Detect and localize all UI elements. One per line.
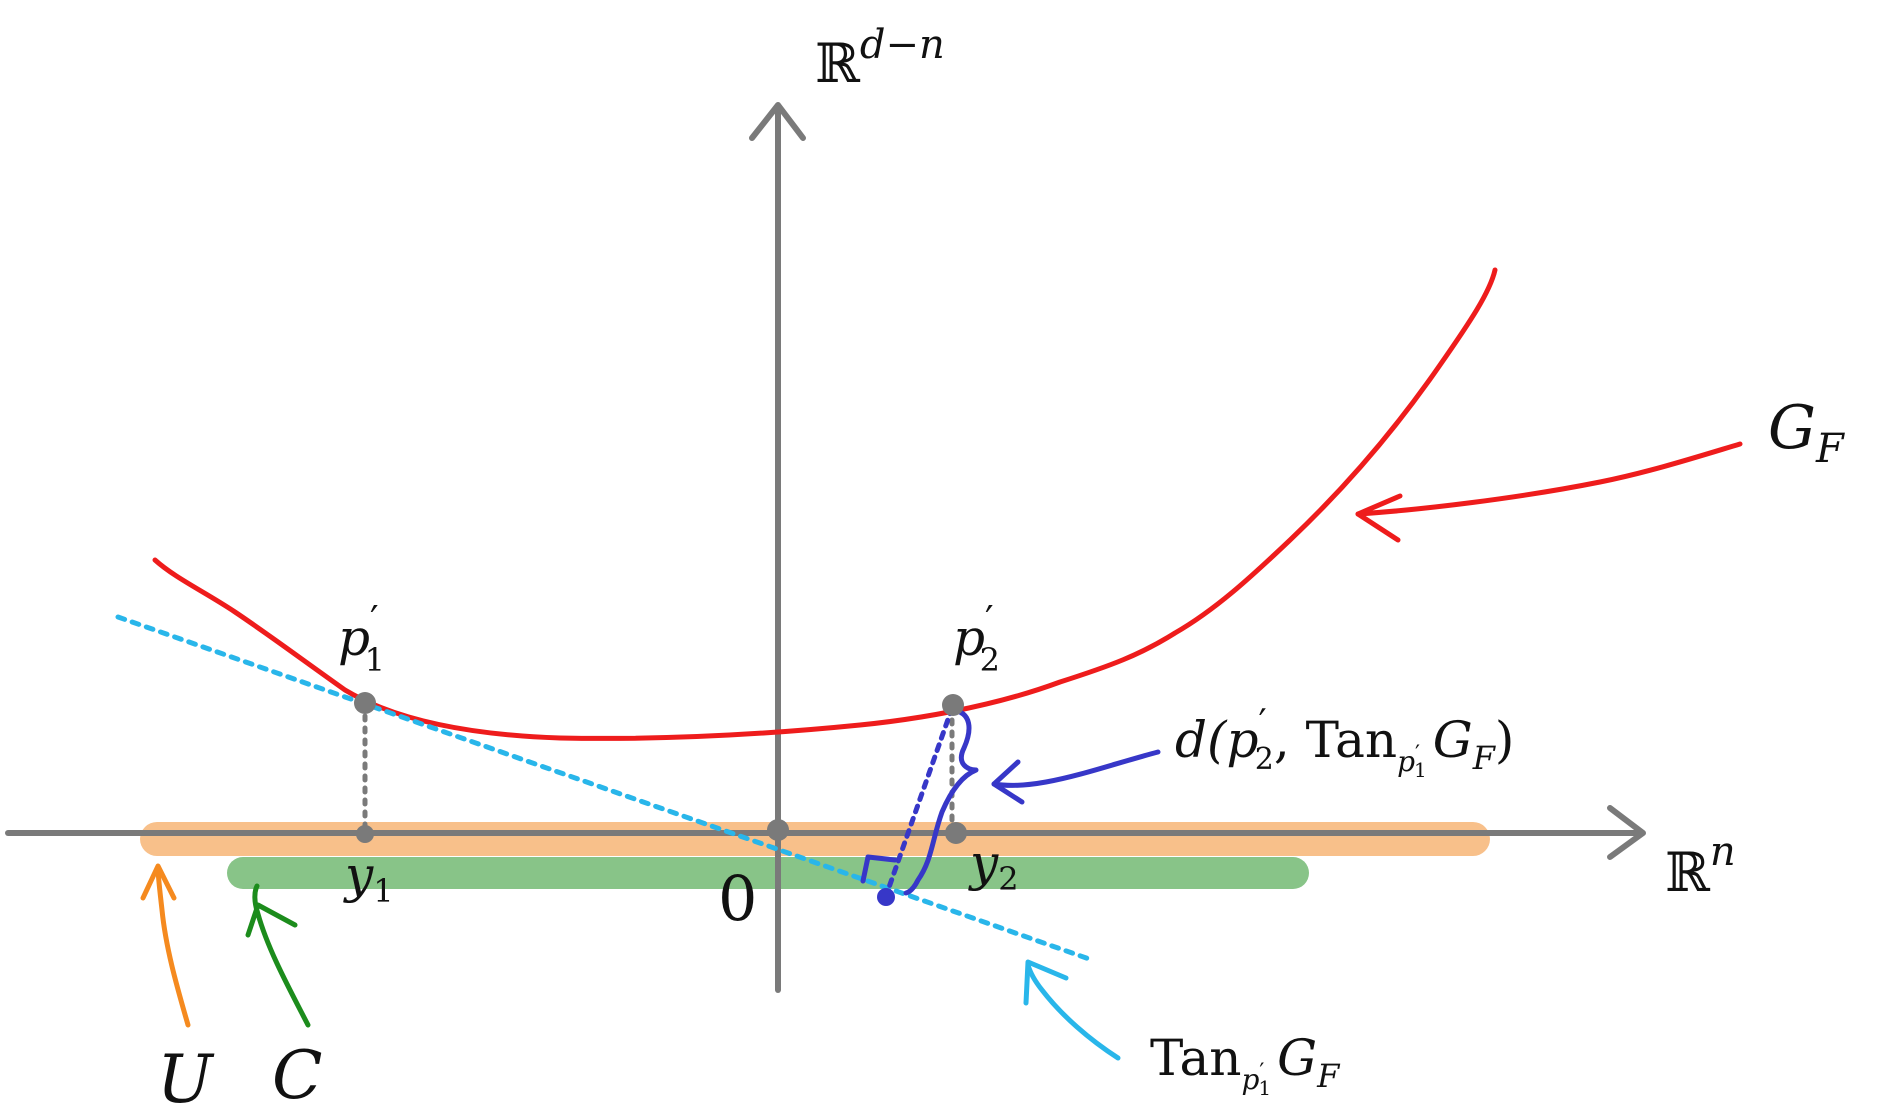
y1-label: y1 [343,846,394,910]
tangent-pointer-arrow [1025,962,1121,1061]
tangent-label: Tanp′ 1GF [1150,1029,1341,1100]
distance-label: d(p′ 2, Tanp′ 1GF) [1175,703,1514,782]
p2-point [942,694,964,716]
p1-point [354,692,376,714]
p1-label: p′ 1 [338,598,385,679]
graph-curve [152,267,1498,741]
vertical-axis-arrowhead [749,102,806,141]
horizontal-axis-label: ℝn [1665,829,1736,904]
y2-point [945,822,967,844]
origin-label: 0 [718,862,757,935]
y1-point [356,825,374,843]
set-c-label: C [272,1037,323,1114]
set-c-pointer-arrowhead [245,902,298,938]
graph-pointer-arrow [1355,441,1743,517]
set-u-pointer-arrow [155,865,191,1028]
set-c-pointer-arrow [252,883,311,1028]
vertical-axis-label: ℝd−n [815,22,945,95]
tangent-pointer-arrowhead [1023,959,1069,1006]
right-angle-marker [860,854,898,884]
horizontal-axis-arrowhead [1607,805,1646,860]
origin-point [767,819,789,841]
graph-pointer-arrowhead [1355,493,1403,543]
p2-label: p′ 2 [953,598,1000,679]
perpendicular-foot-point [877,888,895,906]
y2-label: y2 [968,834,1019,898]
distance-segment [884,705,955,896]
set-u-label: U [157,1041,215,1115]
distance-pointer-arrowhead [991,759,1025,805]
distance-brace [903,707,979,896]
distance-pointer-arrow [991,749,1161,788]
graph-label: GF [1768,393,1845,472]
set-u-pointer-arrowhead [140,863,177,901]
tangent-line [115,614,1095,963]
